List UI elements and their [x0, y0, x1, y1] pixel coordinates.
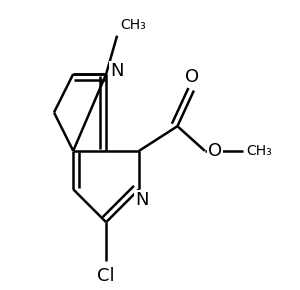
Text: Cl: Cl	[97, 267, 115, 285]
Text: N: N	[135, 191, 148, 209]
Text: O: O	[208, 142, 222, 160]
Text: N: N	[110, 62, 124, 80]
Text: CH₃: CH₃	[246, 144, 272, 158]
Text: O: O	[185, 68, 200, 86]
Text: CH₃: CH₃	[120, 18, 146, 32]
